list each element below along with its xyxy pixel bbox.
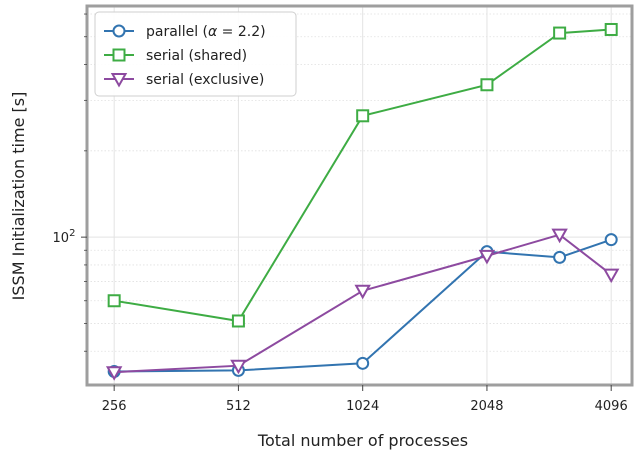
legend-item: serial (shared) (104, 48, 247, 64)
circle-marker (112, 24, 126, 38)
circle-marker (356, 356, 370, 370)
y-tick-exponent: 2 (69, 228, 75, 239)
x-tick-label: 256 (102, 399, 127, 414)
legend-item: serial (exclusive) (104, 72, 264, 88)
legend-label: serial (exclusive) (146, 72, 264, 88)
square-marker (112, 48, 126, 62)
legend-box (94, 11, 297, 97)
x-tick-label: 512 (226, 399, 251, 414)
series-line (114, 28, 612, 323)
legend-label-part: parallel ( (146, 24, 208, 40)
y-tick-base: 10 (53, 231, 70, 246)
series-layer (105, 22, 620, 381)
series-line (114, 238, 612, 373)
legend: parallel (α = 2.2) serial (shared) serial … (94, 11, 297, 97)
square-marker (553, 26, 567, 40)
square-marker (480, 78, 494, 92)
x-tick-label: 4096 (595, 399, 628, 414)
y-axis-label: ISSM Initialization time [s] (9, 92, 28, 301)
series-line (114, 233, 612, 374)
legend-label-part: α (208, 24, 218, 40)
legend-label: serial (shared) (146, 48, 247, 64)
square-marker (107, 294, 121, 308)
triangle-down-marker (478, 249, 496, 265)
legend-label: parallel (α = 2.2) (146, 24, 266, 40)
triangle-down-marker (354, 284, 371, 300)
triangle-down-marker (230, 359, 247, 375)
series-triangle-down (105, 228, 620, 381)
square-marker (356, 109, 370, 123)
ticks: 256 512 1024 2048 4096 102 (53, 13, 628, 414)
legend-item: parallel (α = 2.2) (104, 24, 266, 40)
triangle-down-marker (110, 73, 128, 88)
triangle-down-marker (105, 366, 123, 381)
y-tick-label: 102 (53, 228, 76, 246)
triangle-down-marker (551, 228, 568, 244)
x-tick-label: 2048 (470, 399, 503, 414)
triangle-down-marker (602, 268, 620, 284)
x-axis-label: Total number of processes (257, 431, 468, 450)
series-square (107, 22, 618, 328)
square-marker (231, 314, 245, 328)
legend-label-part: = 2.2) (217, 24, 265, 40)
x-tick-label: 1024 (346, 399, 379, 414)
plot-frame (85, 4, 634, 387)
square-marker (604, 22, 618, 36)
circle-marker (553, 250, 567, 264)
circle-marker (604, 233, 618, 247)
